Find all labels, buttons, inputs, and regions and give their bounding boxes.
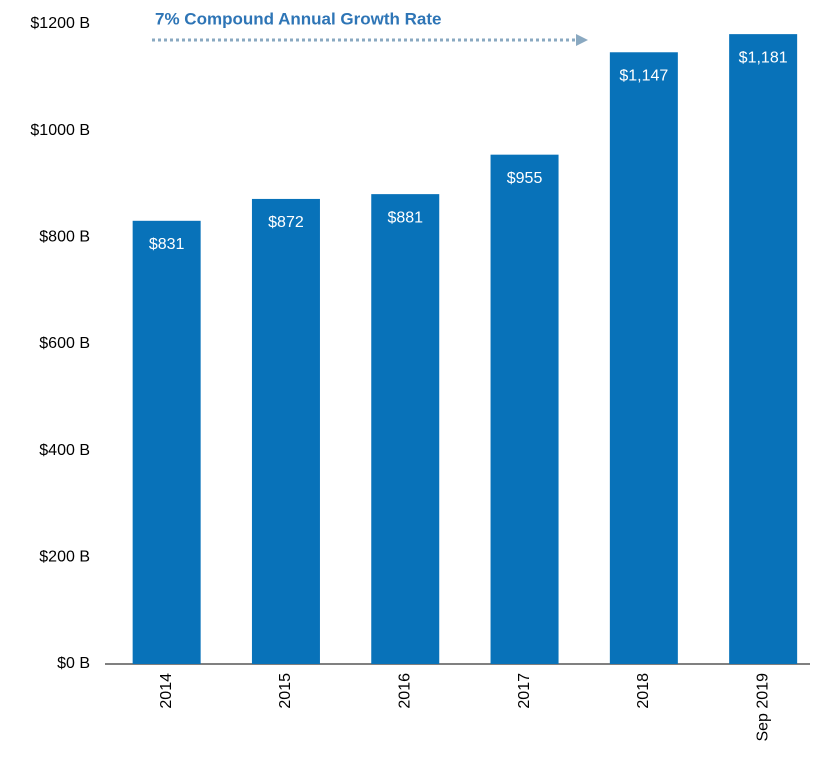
x-tick-label: 2015: [277, 673, 294, 709]
value-label: $1,181: [739, 49, 788, 66]
bar: [729, 34, 798, 664]
y-tick-label: $800 B: [39, 229, 90, 246]
value-label: $1,147: [619, 67, 668, 84]
bar: [251, 198, 320, 664]
value-label: $872: [268, 214, 304, 231]
y-tick-label: $1200 B: [30, 15, 90, 32]
x-tick-label: 2018: [635, 673, 652, 709]
bar: [371, 194, 440, 664]
y-tick-label: $400 B: [39, 442, 90, 459]
y-tick-label: $600 B: [39, 335, 90, 352]
y-tick-label: $0 B: [57, 655, 90, 672]
x-tick-label: Sep 2019: [754, 673, 771, 742]
bar: [490, 154, 559, 664]
y-tick-label: $200 B: [39, 549, 90, 566]
value-label: $955: [507, 170, 543, 187]
value-label: $831: [149, 236, 185, 253]
annotation: 7% Compound Annual Growth Rate: [155, 9, 441, 28]
x-tick-label: 2017: [516, 673, 533, 709]
x-tick-label: 2014: [158, 673, 175, 709]
x-tick-label: 2016: [396, 673, 413, 709]
y-tick-label: $1000 B: [30, 122, 90, 139]
bar: [609, 52, 678, 665]
value-label: $881: [387, 209, 423, 226]
bar: [132, 220, 201, 665]
